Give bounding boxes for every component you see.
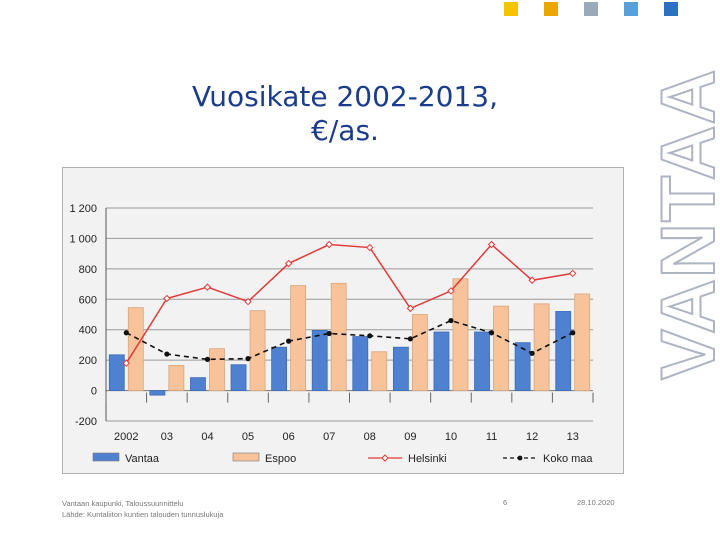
y-tick-label: 400 (79, 325, 97, 337)
point-helsinki-07 (325, 240, 333, 249)
footer-line-1: Vantaan kaupunki, Taloussuunnittelu (62, 499, 184, 508)
y-tick-label: 200 (79, 355, 97, 367)
bar-espoo-05 (249, 310, 266, 391)
point-koko-maa-03 (164, 351, 170, 357)
chart-frame: 1 200 1 000 800 600 400 200 0 -200 2002 03 04 05 06 0… (62, 167, 624, 474)
bar-vantaa-08 (352, 336, 369, 391)
point-koko-maa-05 (245, 356, 251, 362)
x-tick-label: 2002 (114, 431, 138, 443)
y-tick-label: 0 (91, 386, 97, 398)
line-koko-maa (125, 319, 574, 361)
brand-square-blue (664, 2, 678, 16)
brand-square-yellow (504, 2, 518, 16)
point-helsinki-11 (487, 240, 496, 249)
legend-swatch-espoo (232, 452, 260, 462)
legend-label: Vantaa (125, 453, 160, 465)
line-helsinki (125, 243, 573, 364)
title-line-2: €/as. (311, 114, 379, 147)
slide-title: Vuosikate 2002-2013, €/as. (150, 80, 540, 148)
x-tick-label: 06 (283, 431, 295, 443)
bar-espoo-07 (330, 282, 347, 391)
x-tick-label: 03 (161, 431, 173, 443)
point-helsinki-03 (163, 294, 171, 303)
point-koko-maa-11 (488, 330, 495, 336)
point-koko-maa-06 (286, 338, 292, 344)
legend-swatch-vantaa (92, 452, 120, 462)
footer-source: Vantaan kaupunki, Taloussuunnittelu Lähd… (62, 498, 223, 520)
point-helsinki-04 (203, 283, 212, 291)
y-tick-label: 1 000 (69, 233, 97, 245)
y-tick-label: 800 (79, 264, 97, 276)
point-helsinki-2002 (122, 359, 130, 367)
point-koko-maa-10 (448, 317, 454, 324)
page-number: 6 (503, 498, 508, 507)
point-helsinki-08 (366, 243, 374, 252)
point-helsinki-13 (569, 269, 577, 278)
x-tick-label: 05 (242, 431, 254, 443)
brand-square-lightblue (624, 2, 638, 16)
x-tick-label: 13 (567, 431, 579, 443)
brand-square-orange (544, 2, 558, 16)
bar-espoo-06 (290, 285, 307, 391)
point-koko-maa-04 (204, 356, 211, 362)
vantaa-logo-text: VANTAA (645, 68, 720, 381)
bar-vantaa-12 (514, 342, 531, 391)
y-tick-label: 600 (79, 294, 97, 306)
point-koko-maa-12 (529, 350, 535, 356)
x-tick-label: 08 (364, 431, 376, 443)
y-tick-label: 1 200 (69, 203, 97, 215)
footer-line-2: Lähde: Kuntaliiton kuntien talouden tunn… (62, 510, 224, 519)
bar-vantaa-07 (311, 330, 328, 391)
x-tick-label: 10 (445, 431, 457, 443)
x-tick-label: 09 (404, 431, 416, 443)
point-koko-maa-08 (367, 333, 373, 339)
bar-espoo-03 (168, 365, 185, 391)
point-helsinki-05 (244, 297, 252, 306)
bar-vantaa-05 (230, 364, 247, 391)
brand-squares (480, 0, 720, 18)
point-koko-maa-07 (326, 330, 332, 337)
x-tick-label: 04 (201, 431, 213, 443)
footer-date: 28.10.2020 (577, 498, 615, 507)
point-koko-maa-09 (407, 336, 413, 342)
point-koko-maa-13 (570, 330, 576, 336)
title-line-1: Vuosikate 2002-2013, (191, 80, 498, 113)
combo-chart: 1 200 1 000 800 600 400 200 0 -200 2002 03 04 05 06 0… (69, 203, 594, 465)
point-helsinki-06 (284, 259, 293, 268)
legend-label: Helsinki (408, 453, 447, 465)
x-tick-label: 11 (486, 431, 497, 443)
bar-espoo-04 (209, 348, 225, 391)
bar-vantaa-03 (149, 390, 166, 396)
point-helsinki-10 (447, 287, 455, 295)
bar-vantaa-11 (474, 331, 490, 391)
bar-espoo-11 (493, 305, 509, 391)
bar-espoo-13 (574, 293, 591, 391)
bar-vantaa-06 (271, 346, 288, 391)
x-tick-label: 12 (526, 431, 538, 443)
bar-vantaa-10 (433, 331, 450, 391)
y-tick-label: -200 (75, 416, 97, 428)
point-helsinki-12 (528, 276, 536, 284)
bar-vantaa-13 (555, 311, 572, 391)
bar-espoo-08 (371, 351, 388, 391)
bar-vantaa-2002 (108, 354, 125, 391)
bar-vantaa-04 (190, 377, 206, 391)
vantaa-logo-label: VANTAA (646, 69, 720, 380)
x-tick-label: 07 (323, 431, 335, 443)
bar-espoo-10 (452, 278, 469, 391)
brand-square-grey (584, 2, 598, 16)
bar-espoo-12 (533, 303, 550, 391)
legend-label: Koko maa (543, 453, 593, 465)
point-helsinki-09 (406, 304, 415, 313)
legend-marker-koko-maa (517, 455, 523, 461)
point-koko-maa-2002 (123, 330, 129, 336)
legend-marker-helsinki (381, 454, 389, 462)
bar-vantaa-09 (392, 346, 409, 391)
bar-espoo-09 (411, 314, 428, 391)
legend-label: Espoo (265, 453, 296, 465)
